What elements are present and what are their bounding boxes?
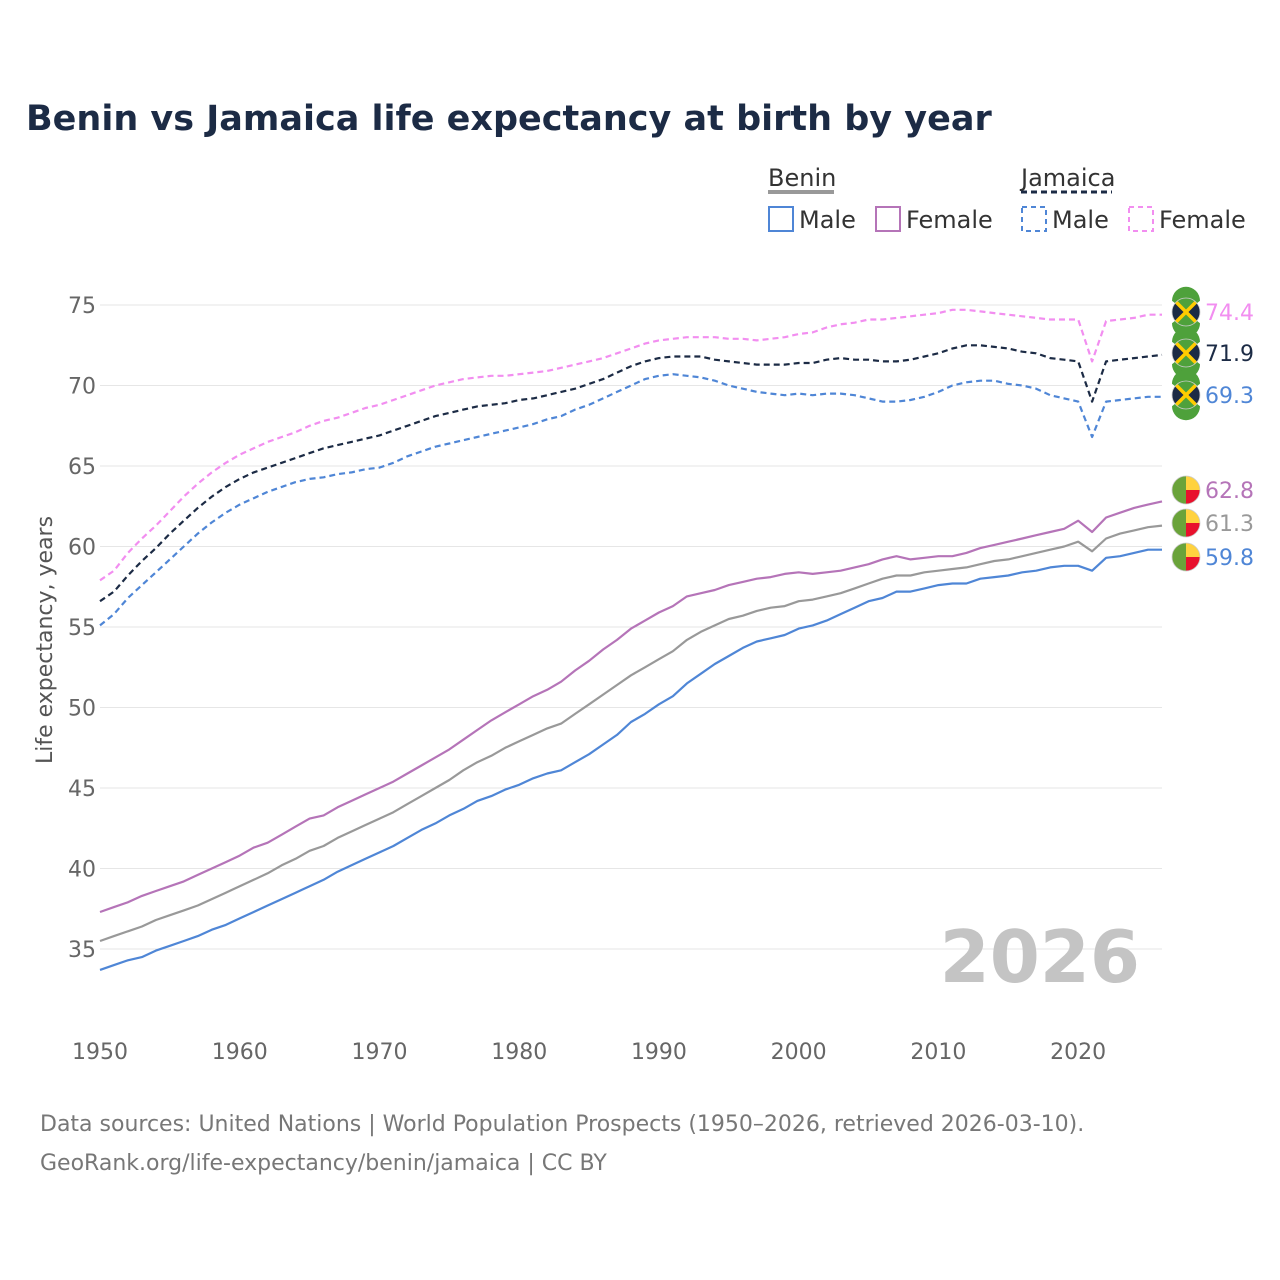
y-tick-label: 50 (68, 697, 96, 722)
year-watermark: 2026 (940, 915, 1140, 999)
legend-jamaica-female-swatch[interactable] (1128, 206, 1154, 232)
x-tick-label: 1990 (631, 1040, 687, 1065)
end-label-jamaica-female: 74.4 (1205, 301, 1254, 326)
y-tick-label: 55 (68, 616, 96, 641)
y-tick-label: 70 (68, 375, 96, 400)
x-tick-label: 2000 (771, 1040, 827, 1065)
benin-flag-icon (1171, 475, 1201, 505)
legend-group-jamaica: Jamaica (1019, 164, 1115, 192)
y-tick-label: 35 (68, 938, 96, 963)
legend-jamaica-male-swatch[interactable] (1021, 206, 1047, 232)
series-line-benin-male[interactable] (99, 548, 1162, 971)
y-tick-label: 40 (68, 858, 96, 883)
series-line-jamaica-female[interactable] (99, 308, 1162, 582)
legend-benin-male-label[interactable]: Male (799, 206, 856, 234)
y-tick-label: 60 (68, 536, 96, 561)
legend-group-benin: Benin (768, 164, 836, 192)
end-label-jamaica-total: 71.9 (1205, 342, 1254, 367)
series-line-jamaica-total[interactable] (99, 344, 1163, 603)
y-tick-label: 75 (68, 294, 96, 319)
end-label-benin-female: 62.8 (1205, 479, 1254, 504)
x-tick-label: 1980 (491, 1040, 547, 1065)
x-tick-label: 2020 (1050, 1040, 1106, 1065)
end-label-benin-male: 59.8 (1205, 546, 1254, 571)
jamaica-flag-icon (1171, 286, 1201, 338)
series-line-benin-female[interactable] (99, 500, 1163, 914)
end-label-jamaica-male: 69.3 (1205, 384, 1254, 409)
y-tick-label: 65 (68, 455, 96, 480)
grid (100, 304, 1162, 950)
y-tick-label: 45 (68, 777, 96, 802)
legend-benin-female-swatch[interactable] (875, 206, 901, 232)
series-end-labels: 74.4 71.9 69.3 62.8 61.3 59.8 (1171, 286, 1254, 572)
legend-benin-female-label[interactable]: Female (906, 206, 993, 234)
x-tick-label: 2010 (910, 1040, 966, 1065)
legend-benin-male-swatch[interactable] (768, 206, 794, 232)
x-tick-label: 1950 (72, 1040, 128, 1065)
x-tick-label: 1960 (212, 1040, 268, 1065)
benin-flag-icon (1171, 508, 1201, 538)
end-label-benin-total: 61.3 (1205, 512, 1254, 537)
y-axis-label: Life expectancy, years (33, 516, 58, 764)
source-line-2: GeoRank.org/life-expectancy/benin/jamaic… (40, 1151, 607, 1176)
y-axis-ticks: 35 40 45 50 55 60 65 70 75 (68, 294, 96, 963)
x-axis-ticks: 1950 1960 1970 1980 1990 2000 2010 2020 (72, 1040, 1106, 1065)
benin-flag-icon (1171, 542, 1201, 572)
chart-title: Benin vs Jamaica life expectancy at birt… (26, 99, 992, 139)
series-line-jamaica-male[interactable] (99, 373, 1162, 627)
legend: Benin Jamaica Male Female Male Female (768, 164, 1246, 234)
legend-jamaica-female-label[interactable]: Female (1159, 206, 1246, 234)
source-line-1: Data sources: United Nations | World Pop… (40, 1112, 1084, 1137)
legend-jamaica-male-label[interactable]: Male (1052, 206, 1109, 234)
series-lines (99, 308, 1163, 971)
series-line-benin-total[interactable] (99, 524, 1163, 943)
x-tick-label: 1970 (351, 1040, 407, 1065)
jamaica-flag-icon (1171, 369, 1201, 421)
